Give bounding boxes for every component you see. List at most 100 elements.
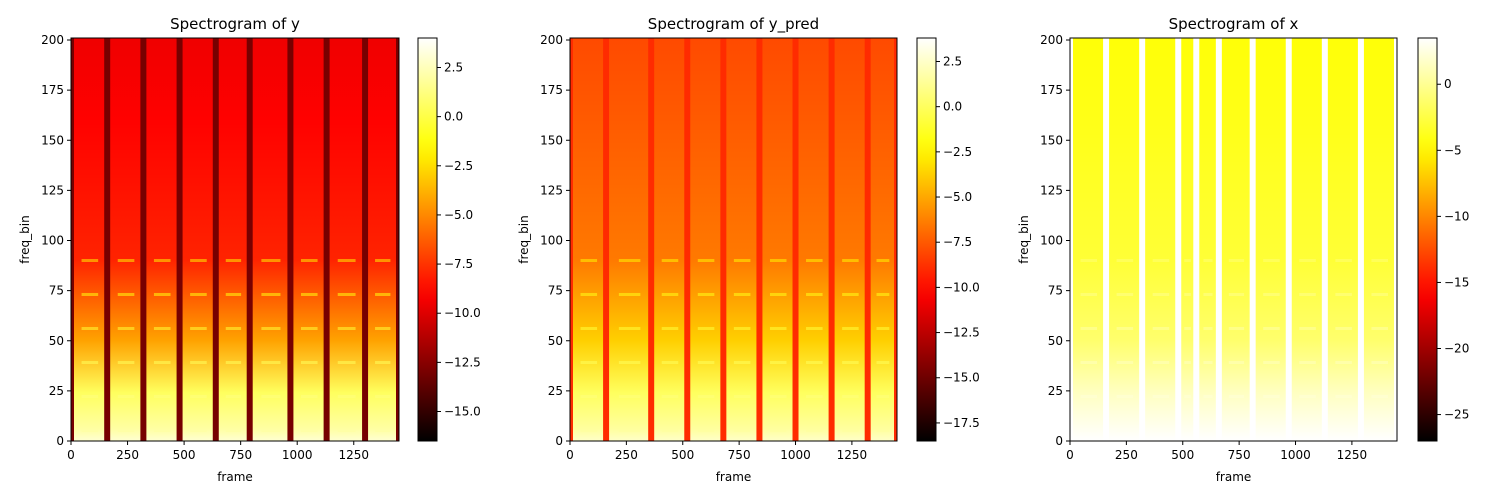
x-tick-label: 250 — [116, 448, 139, 462]
colorbar-tick-label: 2.5 — [943, 54, 962, 68]
harmonic-stripe — [1335, 327, 1352, 330]
harmonic-stripe — [337, 429, 356, 432]
harmonic-stripe — [1080, 429, 1098, 432]
heatmap-segment — [798, 38, 829, 441]
colorbar-gradient — [1417, 37, 1438, 442]
heatmap-segment — [1199, 38, 1216, 441]
harmonic-stripe — [769, 259, 787, 262]
heatmap-segment — [329, 38, 363, 441]
y-axis-label: freq_bin — [18, 215, 32, 263]
harmonic-stripe — [1263, 327, 1280, 330]
harmonic-stripe — [661, 395, 679, 398]
chart-title: Spectrogram of y_pred — [648, 15, 819, 34]
harmonic-stripe — [842, 259, 859, 262]
harmonic-stripe — [1116, 361, 1134, 364]
harmonic-stripe — [697, 429, 715, 432]
heatmap-segment — [690, 38, 721, 441]
colorbar-tick-label: −12.5 — [943, 326, 980, 340]
harmonic-stripe — [375, 361, 391, 364]
harmonic-stripe — [876, 259, 890, 262]
harmonic-stripe — [81, 361, 99, 364]
colorbar-gradient — [417, 37, 438, 442]
harmonic-stripe — [337, 361, 356, 364]
harmonic-stripe — [580, 259, 598, 262]
harmonic-stripe — [1184, 293, 1191, 296]
harmonic-stripe — [661, 429, 679, 432]
harmonic-stripe — [1371, 429, 1388, 432]
harmonic-stripe — [375, 327, 391, 330]
heatmap-segment — [834, 38, 865, 441]
harmonic-stripe — [580, 361, 598, 364]
x-tick-label: 1000 — [1280, 448, 1311, 462]
harmonic-stripe — [618, 327, 641, 330]
y-tick-label: 175 — [540, 83, 563, 97]
harmonic-stripe — [1184, 361, 1191, 364]
harmonic-stripe — [1299, 327, 1316, 330]
harmonic-stripe — [153, 429, 171, 432]
harmonic-stripe — [1203, 429, 1213, 432]
harmonic-stripe — [117, 361, 135, 364]
harmonic-stripe — [190, 395, 207, 398]
harmonic-stripe — [1299, 361, 1316, 364]
harmonic-stripe — [1152, 429, 1170, 432]
colorbar-gradient — [916, 37, 937, 442]
harmonic-stripe — [225, 327, 242, 330]
colorbar-tick-label: −17.5 — [943, 416, 980, 430]
harmonic-stripe — [661, 361, 679, 364]
harmonic-stripe — [337, 327, 356, 330]
harmonic-stripe — [876, 361, 890, 364]
colorbar-tick-label: −2.5 — [943, 145, 972, 159]
axes-frame — [70, 37, 400, 442]
harmonic-stripe — [1335, 361, 1352, 364]
colorbar-tick-label: −10 — [1444, 209, 1469, 223]
harmonic-stripe — [190, 259, 207, 262]
harmonic-stripe — [618, 293, 641, 296]
heatmap-segment — [182, 38, 213, 441]
panel-3: 0 250 500 750 1000 1250 0 25 50 75 100 125 150 175 200… — [1017, 15, 1469, 484]
colorbar-tick-label: −25 — [1444, 408, 1469, 422]
harmonic-stripe — [81, 259, 99, 262]
harmonic-stripe — [806, 259, 823, 262]
heatmap-segment — [762, 38, 793, 441]
heatmap-segment — [1073, 38, 1104, 441]
harmonic-stripe — [806, 293, 823, 296]
harmonic-stripe — [190, 327, 207, 330]
y-tick-label: 100 — [1040, 234, 1063, 248]
x-tick-label: 750 — [728, 448, 751, 462]
harmonic-stripe — [300, 259, 318, 262]
colorbar-tick-label: −12.5 — [444, 355, 481, 369]
y-tick-label: 150 — [41, 133, 64, 147]
harmonic-stripe — [81, 429, 99, 432]
harmonic-stripe — [1203, 293, 1213, 296]
harmonic-stripe — [225, 395, 242, 398]
harmonic-stripe — [769, 429, 787, 432]
colorbar-tick-label: −10.0 — [444, 306, 481, 320]
harmonic-stripe — [1152, 259, 1170, 262]
harmonic-stripe — [1203, 327, 1213, 330]
harmonic-stripe — [337, 259, 356, 262]
harmonic-stripe — [1080, 327, 1098, 330]
x-tick-label: 0 — [67, 448, 75, 462]
x-tick-label: 1250 — [837, 448, 868, 462]
harmonic-stripe — [300, 429, 318, 432]
harmonic-stripe — [661, 327, 679, 330]
harmonic-stripe — [733, 293, 751, 296]
harmonic-stripe — [1371, 293, 1388, 296]
harmonic-stripe — [261, 327, 281, 330]
heatmap — [1070, 38, 1397, 441]
colorbar-tick-label: −7.5 — [444, 257, 473, 271]
harmonic-stripe — [117, 395, 135, 398]
heatmap-segment — [1145, 38, 1176, 441]
harmonic-stripe — [697, 259, 715, 262]
harmonic-stripe — [153, 327, 171, 330]
chart-title: Spectrogram of y — [170, 15, 300, 33]
harmonic-stripe — [618, 361, 641, 364]
harmonic-stripe — [806, 429, 823, 432]
harmonic-stripe — [225, 259, 242, 262]
harmonic-stripe — [842, 395, 859, 398]
y-tick-label: 75 — [548, 284, 563, 298]
colorbar-tick-label: −15.0 — [943, 371, 980, 385]
harmonic-stripe — [1080, 395, 1098, 398]
harmonic-stripe — [842, 361, 859, 364]
